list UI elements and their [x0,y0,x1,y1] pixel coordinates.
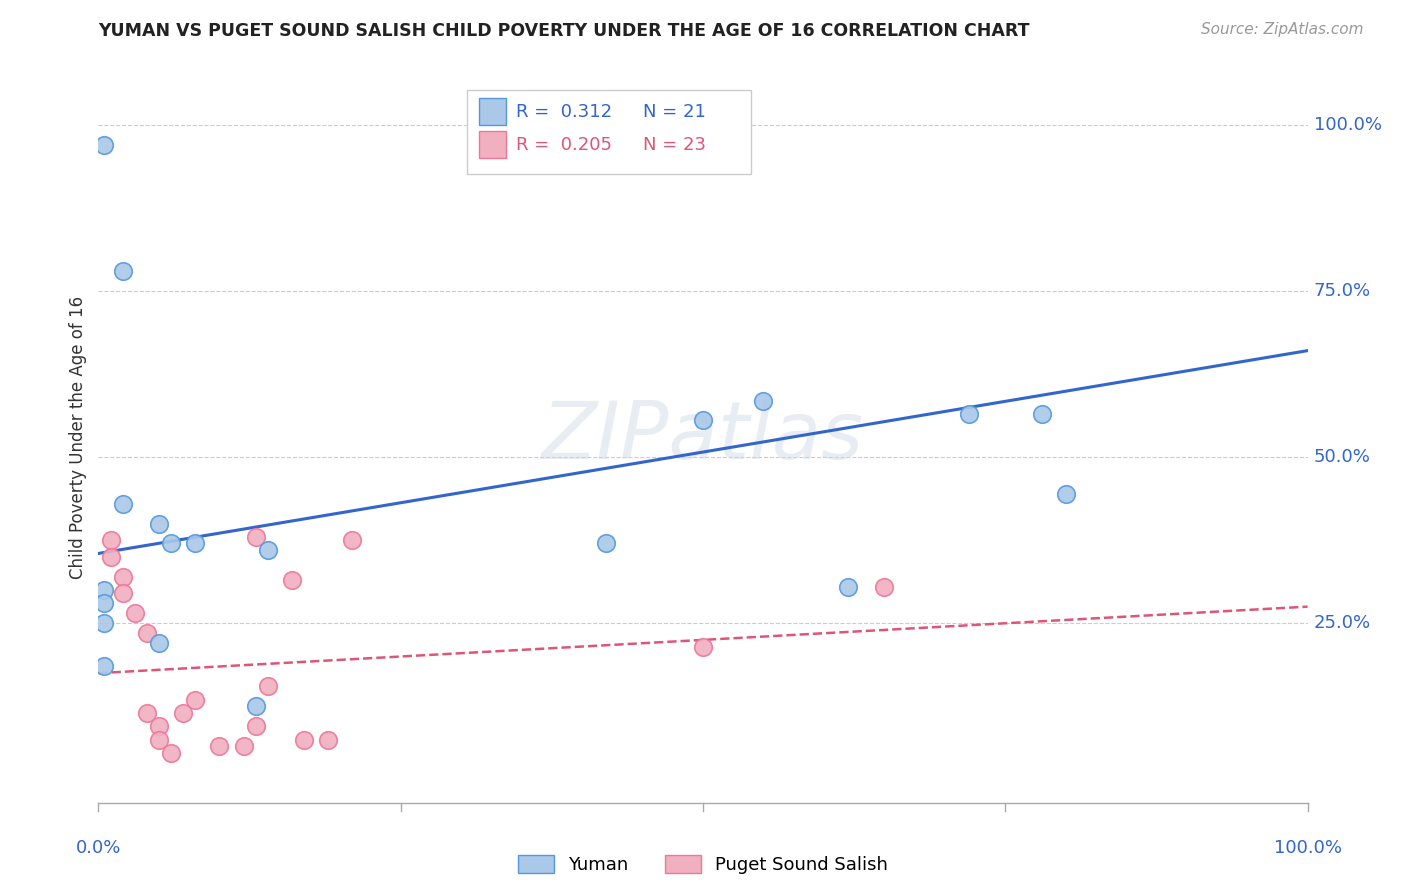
Text: N = 23: N = 23 [643,136,706,153]
Point [184,692,207,706]
Point [316,732,339,747]
Point [281,573,304,587]
Point [1054,486,1077,500]
Y-axis label: Child Poverty Under the Age of 16: Child Poverty Under the Age of 16 [69,295,87,579]
Text: 75.0%: 75.0% [1313,282,1371,300]
Point [93,596,115,610]
Text: Source: ZipAtlas.com: Source: ZipAtlas.com [1201,22,1364,37]
Point [245,719,267,733]
Point [93,616,115,631]
Text: 100.0%: 100.0% [1313,116,1382,134]
FancyBboxPatch shape [479,98,506,126]
Point [135,706,157,720]
Point [100,533,122,548]
Point [148,516,170,531]
Text: N = 21: N = 21 [643,103,706,120]
Point [245,530,267,544]
Point [595,536,617,550]
Point [245,699,267,714]
Point [256,680,278,694]
Point [752,393,775,408]
Point [148,636,170,650]
Point [184,536,207,550]
Point [692,413,714,427]
Point [232,739,254,754]
Text: 100.0%: 100.0% [1274,839,1341,857]
Point [256,543,278,558]
FancyBboxPatch shape [479,130,506,159]
Point [342,533,364,548]
Point [873,580,896,594]
Text: 0.0%: 0.0% [76,839,121,857]
Legend: Yuman, Puget Sound Salish: Yuman, Puget Sound Salish [510,847,896,881]
Point [111,586,134,600]
Point [93,137,115,152]
Point [93,582,115,597]
Point [111,264,134,278]
Point [124,607,146,621]
Point [292,732,315,747]
Point [837,580,859,594]
Text: 50.0%: 50.0% [1313,448,1371,466]
Point [135,626,157,640]
Point [160,536,183,550]
Text: R =  0.312: R = 0.312 [516,103,612,120]
Point [547,137,569,152]
Point [100,549,122,564]
Text: R =  0.205: R = 0.205 [516,136,612,153]
Text: ZIPatlas: ZIPatlas [541,398,865,476]
Point [148,732,170,747]
Point [208,739,231,754]
Text: YUMAN VS PUGET SOUND SALISH CHILD POVERTY UNDER THE AGE OF 16 CORRELATION CHART: YUMAN VS PUGET SOUND SALISH CHILD POVERT… [98,22,1031,40]
Point [111,497,134,511]
FancyBboxPatch shape [467,90,751,174]
Point [1031,407,1053,421]
Point [93,659,115,673]
Point [111,570,134,584]
Point [148,719,170,733]
Text: 25.0%: 25.0% [1313,615,1371,632]
Point [160,746,183,760]
Point [957,407,980,421]
Point [172,706,194,720]
Point [692,640,714,654]
